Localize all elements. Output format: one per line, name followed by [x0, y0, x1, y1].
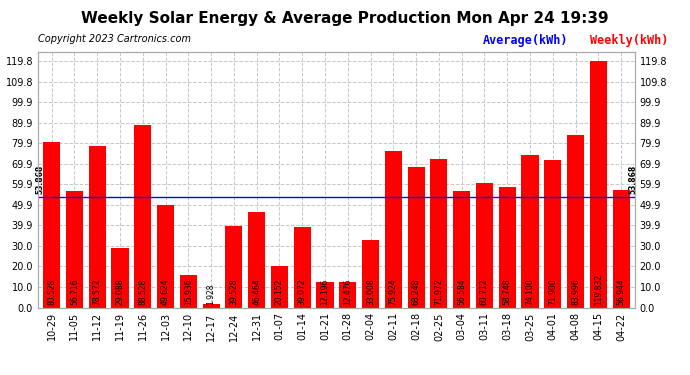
Bar — [180, 275, 197, 308]
Text: 39.528: 39.528 — [229, 279, 238, 306]
Text: 56.584: 56.584 — [457, 279, 466, 306]
Text: Average(kWh): Average(kWh) — [483, 34, 569, 47]
Text: 71.900: 71.900 — [549, 279, 558, 306]
Text: 88.528: 88.528 — [138, 279, 147, 306]
Text: 12.196: 12.196 — [320, 279, 330, 306]
Bar — [476, 183, 493, 308]
Bar — [248, 212, 265, 308]
Bar — [339, 282, 356, 308]
Bar — [613, 190, 630, 308]
Bar — [453, 191, 470, 308]
Text: 119.832: 119.832 — [594, 274, 603, 306]
Text: 83.996: 83.996 — [571, 279, 580, 306]
Text: 33.008: 33.008 — [366, 279, 375, 306]
Text: 29.088: 29.088 — [115, 279, 124, 306]
Text: Weekly Solar Energy & Average Production Mon Apr 24 19:39: Weekly Solar Energy & Average Production… — [81, 11, 609, 26]
Text: 1.928: 1.928 — [206, 284, 215, 306]
Bar — [431, 159, 447, 308]
Bar — [203, 303, 219, 307]
Text: 71.972: 71.972 — [435, 279, 444, 306]
Text: 12.476: 12.476 — [343, 279, 353, 306]
Text: 78.572: 78.572 — [92, 279, 101, 306]
Text: Weekly(kWh): Weekly(kWh) — [590, 34, 669, 47]
Text: 80.528: 80.528 — [47, 279, 56, 306]
Text: 49.624: 49.624 — [161, 279, 170, 306]
Text: 39.072: 39.072 — [297, 279, 306, 306]
Text: 15.936: 15.936 — [184, 279, 193, 306]
Bar — [66, 191, 83, 308]
Text: 46.464: 46.464 — [252, 279, 261, 306]
Bar — [294, 227, 310, 308]
Bar — [317, 282, 333, 308]
Text: 56.944: 56.944 — [617, 279, 626, 306]
Bar — [43, 142, 60, 308]
Text: 58.748: 58.748 — [503, 279, 512, 306]
Text: 75.924: 75.924 — [389, 279, 398, 306]
Bar — [271, 266, 288, 308]
Bar — [385, 152, 402, 308]
Bar — [567, 135, 584, 308]
Text: 53.868: 53.868 — [628, 164, 637, 194]
Text: Copyright 2023 Cartronics.com: Copyright 2023 Cartronics.com — [38, 34, 191, 44]
Bar — [157, 206, 174, 308]
Bar — [590, 61, 607, 308]
Text: 74.100: 74.100 — [526, 279, 535, 306]
Text: 60.712: 60.712 — [480, 279, 489, 306]
Bar — [362, 240, 379, 308]
Bar — [408, 167, 424, 308]
Bar — [134, 126, 151, 308]
Bar — [499, 187, 515, 308]
Bar — [111, 248, 128, 308]
Text: 56.716: 56.716 — [70, 279, 79, 306]
Text: 53.868: 53.868 — [36, 164, 45, 194]
Bar — [522, 155, 539, 308]
Bar — [226, 226, 242, 308]
Bar — [544, 160, 562, 308]
Text: 68.248: 68.248 — [412, 279, 421, 306]
Bar — [88, 146, 106, 308]
Text: 20.152: 20.152 — [275, 279, 284, 306]
